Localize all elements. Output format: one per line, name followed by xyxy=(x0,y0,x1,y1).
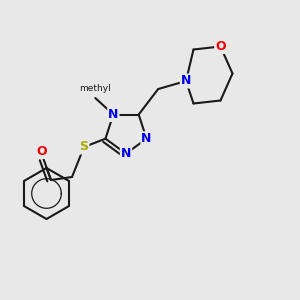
Text: N: N xyxy=(108,108,119,121)
Text: S: S xyxy=(80,140,88,154)
Text: N: N xyxy=(121,147,131,160)
Text: N: N xyxy=(141,132,152,145)
Text: O: O xyxy=(37,145,47,158)
Text: O: O xyxy=(215,40,226,53)
Text: N: N xyxy=(181,74,191,88)
Text: methyl: methyl xyxy=(80,84,111,93)
